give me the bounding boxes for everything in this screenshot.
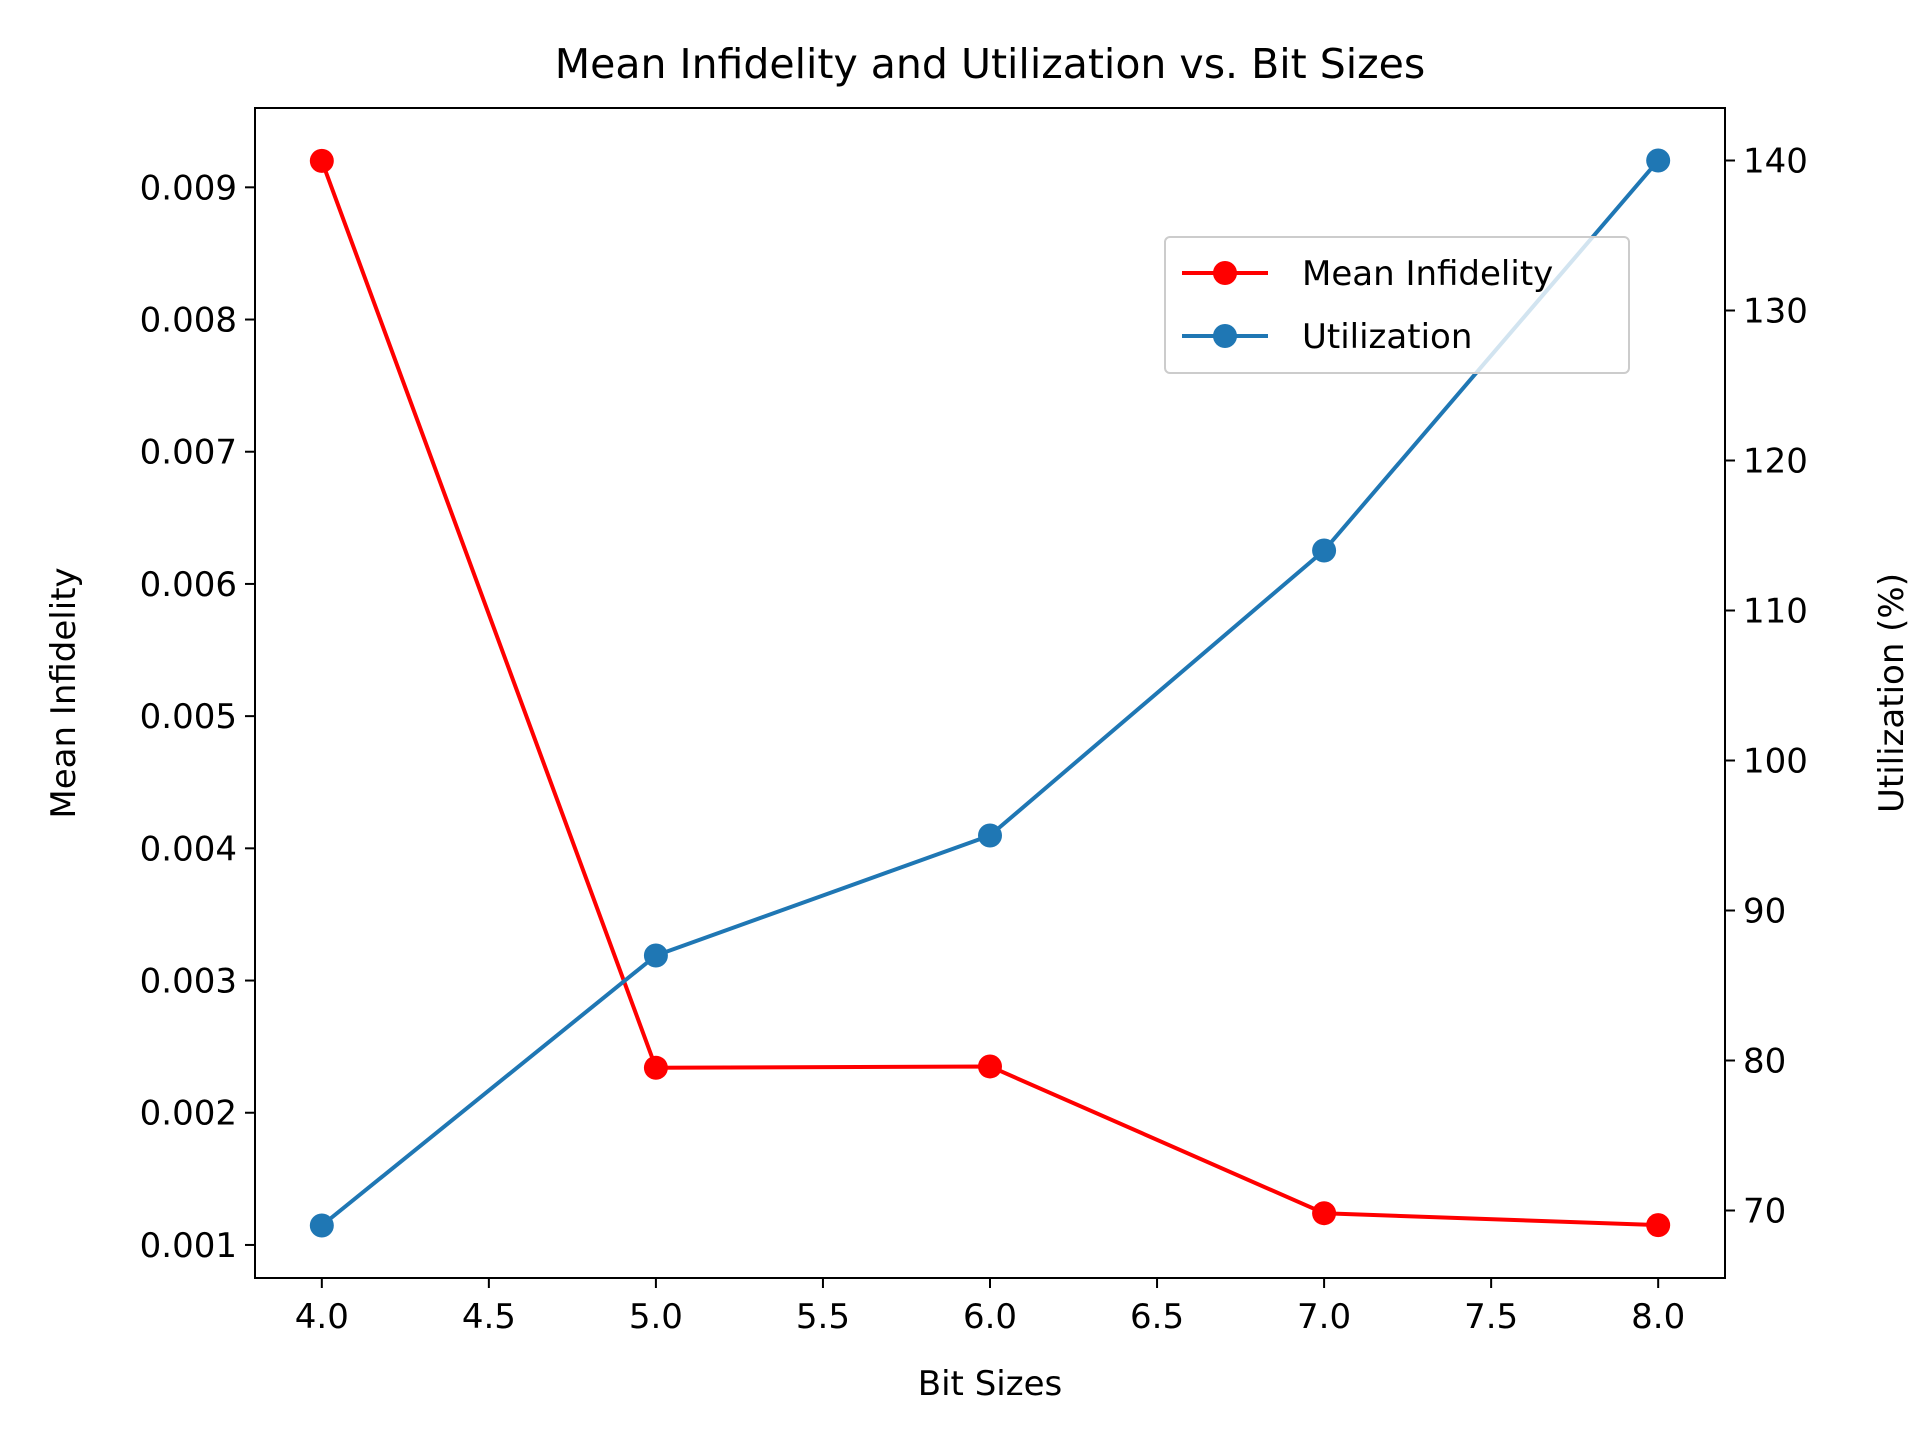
y-right-tick-label: 130 bbox=[1743, 292, 1808, 332]
legend: Mean Infidelity Utilization bbox=[1164, 236, 1630, 374]
x-tick-label: 6.5 bbox=[1130, 1297, 1184, 1337]
y-right-tick-label: 140 bbox=[1743, 142, 1808, 182]
y-right-tick-label: 90 bbox=[1743, 892, 1786, 932]
y-right-tick-label: 110 bbox=[1743, 592, 1808, 632]
x-tick-label: 7.0 bbox=[1297, 1297, 1351, 1337]
x-tick-label: 5.5 bbox=[796, 1297, 850, 1337]
data-point-utilization bbox=[1312, 538, 1337, 563]
legend-label-mean-infidelity: Mean Infidelity bbox=[1302, 254, 1553, 294]
y-left-tick-label: 0.008 bbox=[140, 301, 237, 341]
y-axis-right: 70 80 90 100 110 120 130 140 bbox=[1725, 142, 1808, 1232]
y-right-tick-label: 120 bbox=[1743, 442, 1808, 482]
legend-marker-utilization bbox=[1213, 324, 1237, 348]
data-point-mean-infidelity bbox=[978, 1054, 1002, 1079]
y-left-tick-label: 0.009 bbox=[140, 168, 237, 208]
data-point-mean-infidelity bbox=[1646, 1213, 1671, 1238]
y-left-tick-label: 0.007 bbox=[140, 433, 237, 473]
legend-box bbox=[1164, 236, 1630, 374]
data-point-utilization bbox=[643, 943, 668, 968]
y-right-tick-label: 80 bbox=[1743, 1042, 1786, 1082]
plot-area bbox=[309, 148, 1671, 1238]
x-axis: 4.0 4.5 5.0 5.5 6.0 6.5 7.0 7.5 8.0 bbox=[295, 1278, 1685, 1337]
y-right-tick-label: 70 bbox=[1743, 1192, 1786, 1232]
data-point-utilization bbox=[978, 823, 1002, 848]
legend-label-utilization: Utilization bbox=[1302, 317, 1472, 357]
x-tick-label: 4.5 bbox=[462, 1297, 516, 1337]
y-right-tick-label: 100 bbox=[1743, 742, 1808, 782]
data-point-utilization bbox=[1646, 148, 1671, 173]
x-tick-label: 6.0 bbox=[963, 1297, 1017, 1337]
y-left-tick-label: 0.002 bbox=[140, 1094, 237, 1134]
data-point-mean-infidelity bbox=[309, 148, 334, 173]
y-left-tick-label: 0.003 bbox=[140, 962, 237, 1002]
x-tick-label: 4.0 bbox=[295, 1297, 349, 1337]
x-axis-label: Bit Sizes bbox=[918, 1364, 1062, 1404]
x-tick-label: 5.0 bbox=[629, 1297, 683, 1337]
legend-marker-mean-infidelity bbox=[1213, 261, 1237, 285]
y-left-tick-label: 0.005 bbox=[140, 697, 237, 737]
y-axis-left-label: Mean Infidelity bbox=[44, 567, 84, 818]
y-axis-left: 0.001 0.002 0.003 0.004 0.005 0.006 0.007 0.008… bbox=[140, 168, 255, 1266]
y-left-tick-label: 0.001 bbox=[140, 1226, 237, 1266]
x-tick-label: 8.0 bbox=[1631, 1297, 1685, 1337]
data-point-mean-infidelity bbox=[643, 1055, 668, 1080]
y-axis-right-label: Utilization (%) bbox=[1872, 573, 1912, 813]
x-tick-label: 7.5 bbox=[1464, 1297, 1518, 1337]
data-point-utilization bbox=[309, 1213, 334, 1238]
y-left-tick-label: 0.006 bbox=[140, 565, 237, 605]
data-point-mean-infidelity bbox=[1312, 1201, 1337, 1226]
chart-title: Mean Infidelity and Utilization vs. Bit … bbox=[555, 40, 1426, 88]
y-left-tick-label: 0.004 bbox=[140, 829, 237, 869]
